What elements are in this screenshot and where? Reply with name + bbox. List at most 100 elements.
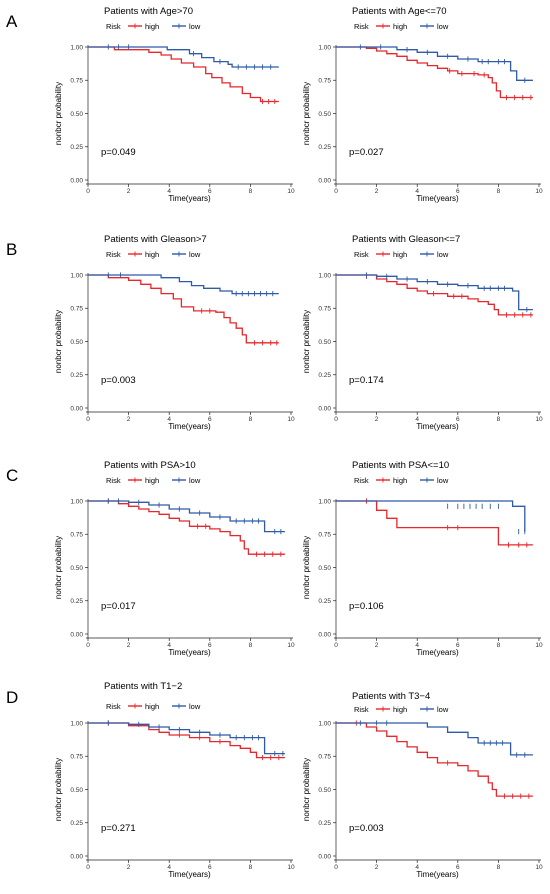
p-value: p=0.003: [101, 375, 136, 386]
y-tick-label: 1.00: [70, 720, 83, 727]
x-tick-label: 6: [456, 416, 460, 423]
x-tick-label: 2: [127, 416, 131, 423]
legend-label-low: low: [437, 476, 449, 485]
x-tick-label: 6: [456, 188, 460, 195]
y-axis-label: nonbcr probability: [302, 82, 311, 145]
x-axis-label: Time(years): [416, 422, 459, 431]
y-tick-label: 0.00: [318, 177, 331, 184]
survival-curve-high: [88, 500, 285, 555]
x-tick-label: 0: [334, 642, 338, 649]
y-tick-label: 0.25: [70, 372, 83, 379]
panel-letter: B: [6, 240, 17, 259]
y-tick-label: 0.25: [318, 820, 331, 827]
y-tick-label: 0.25: [318, 372, 331, 379]
y-tick-label: 0.75: [318, 532, 331, 539]
x-axis-label: Time(years): [416, 648, 459, 657]
x-tick-label: 2: [375, 188, 379, 195]
x-tick-label: 4: [415, 864, 419, 871]
panel-letter: D: [6, 688, 18, 707]
legend-censor-mark: [132, 703, 138, 709]
y-tick-label: 0.00: [318, 853, 331, 860]
x-tick-label: 10: [287, 188, 295, 195]
survival-curve-low: [88, 500, 285, 533]
x-tick-label: 4: [167, 188, 171, 195]
legend-label-high: high: [145, 22, 159, 31]
y-tick-label: 0.50: [70, 339, 83, 346]
x-tick-label: 0: [334, 864, 338, 871]
p-value: p=0.027: [349, 147, 384, 158]
km-panel: D Patients with T1−2 Risk high low 0.00 0.25 0.…: [6, 681, 295, 879]
x-tick-label: 4: [167, 416, 171, 423]
legend-title: Risk: [106, 250, 121, 259]
y-tick-label: 0.25: [318, 598, 331, 605]
legend-censor-mark: [380, 477, 386, 483]
x-tick-label: 10: [535, 416, 543, 423]
panel-title: Patients with Gleason>7: [104, 234, 207, 245]
legend-censor-mark: [424, 477, 430, 483]
x-tick-label: 4: [415, 188, 419, 195]
x-tick-label: 6: [208, 416, 212, 423]
y-tick-label: 1.00: [70, 44, 83, 51]
km-panel: A Patients with Age>70 Risk high low 0.00 0.25…: [6, 6, 295, 203]
legend-title: Risk: [106, 22, 121, 31]
survival-curve-high: [336, 722, 533, 797]
x-tick-label: 6: [208, 188, 212, 195]
x-tick-label: 6: [456, 864, 460, 871]
legend-censor-mark: [132, 23, 138, 29]
km-panel: C Patients with PSA>10 Risk high low 0.00 0.25…: [6, 460, 295, 657]
x-tick-label: 6: [456, 642, 460, 649]
survival-curve-low: [88, 722, 285, 755]
legend-censor-mark: [424, 23, 430, 29]
x-tick-label: 6: [208, 864, 212, 871]
y-tick-label: 0.75: [70, 78, 83, 85]
legend-censor-mark: [424, 251, 430, 257]
x-tick-label: 10: [535, 642, 543, 649]
legend-censor-mark: [132, 251, 138, 257]
x-tick-label: 0: [86, 188, 90, 195]
survival-curve-high: [336, 46, 533, 99]
legend-censor-mark: [176, 477, 182, 483]
legend-censor-mark: [380, 706, 386, 712]
y-tick-label: 0.00: [70, 631, 83, 638]
x-tick-label: 4: [167, 864, 171, 871]
x-axis-label: Time(years): [168, 422, 211, 431]
panel-letter: A: [6, 12, 18, 31]
y-tick-label: 0.75: [70, 754, 83, 761]
p-value: p=0.174: [349, 375, 384, 386]
y-tick-label: 1.00: [318, 498, 331, 505]
survival-curve-high: [336, 274, 533, 316]
legend-title: Risk: [106, 702, 121, 711]
x-tick-label: 10: [287, 864, 295, 871]
y-axis-label: nonbcr probability: [302, 758, 311, 821]
x-tick-label: 0: [86, 642, 90, 649]
x-axis-label: Time(years): [416, 194, 459, 203]
y-tick-label: 0.75: [318, 306, 331, 313]
y-tick-label: 0.50: [70, 111, 83, 118]
legend-label-high: high: [393, 250, 407, 259]
survival-curve-high: [88, 46, 279, 103]
y-tick-label: 0.00: [70, 177, 83, 184]
x-tick-label: 4: [167, 642, 171, 649]
legend-label-low: low: [437, 705, 449, 714]
legend-label-low: low: [189, 250, 201, 259]
x-tick-label: 8: [249, 642, 253, 649]
y-tick-label: 0.75: [318, 754, 331, 761]
x-tick-label: 2: [127, 864, 131, 871]
panel-title: Patients with Age<=70: [352, 6, 447, 17]
y-tick-label: 1.00: [318, 720, 331, 727]
survival-curve-high: [88, 274, 279, 344]
x-tick-label: 6: [208, 642, 212, 649]
y-axis-label: nonbcr probability: [302, 310, 311, 373]
x-tick-label: 8: [249, 416, 253, 423]
x-tick-label: 0: [86, 416, 90, 423]
x-tick-label: 2: [375, 642, 379, 649]
x-tick-label: 2: [375, 864, 379, 871]
legend-label-high: high: [145, 702, 159, 711]
legend-censor-mark: [380, 251, 386, 257]
y-tick-label: 0.50: [318, 339, 331, 346]
y-tick-label: 0.75: [70, 532, 83, 539]
survival-curve-high: [336, 500, 533, 546]
panel-title: Patients with PSA<=10: [352, 460, 449, 471]
x-tick-label: 0: [334, 416, 338, 423]
